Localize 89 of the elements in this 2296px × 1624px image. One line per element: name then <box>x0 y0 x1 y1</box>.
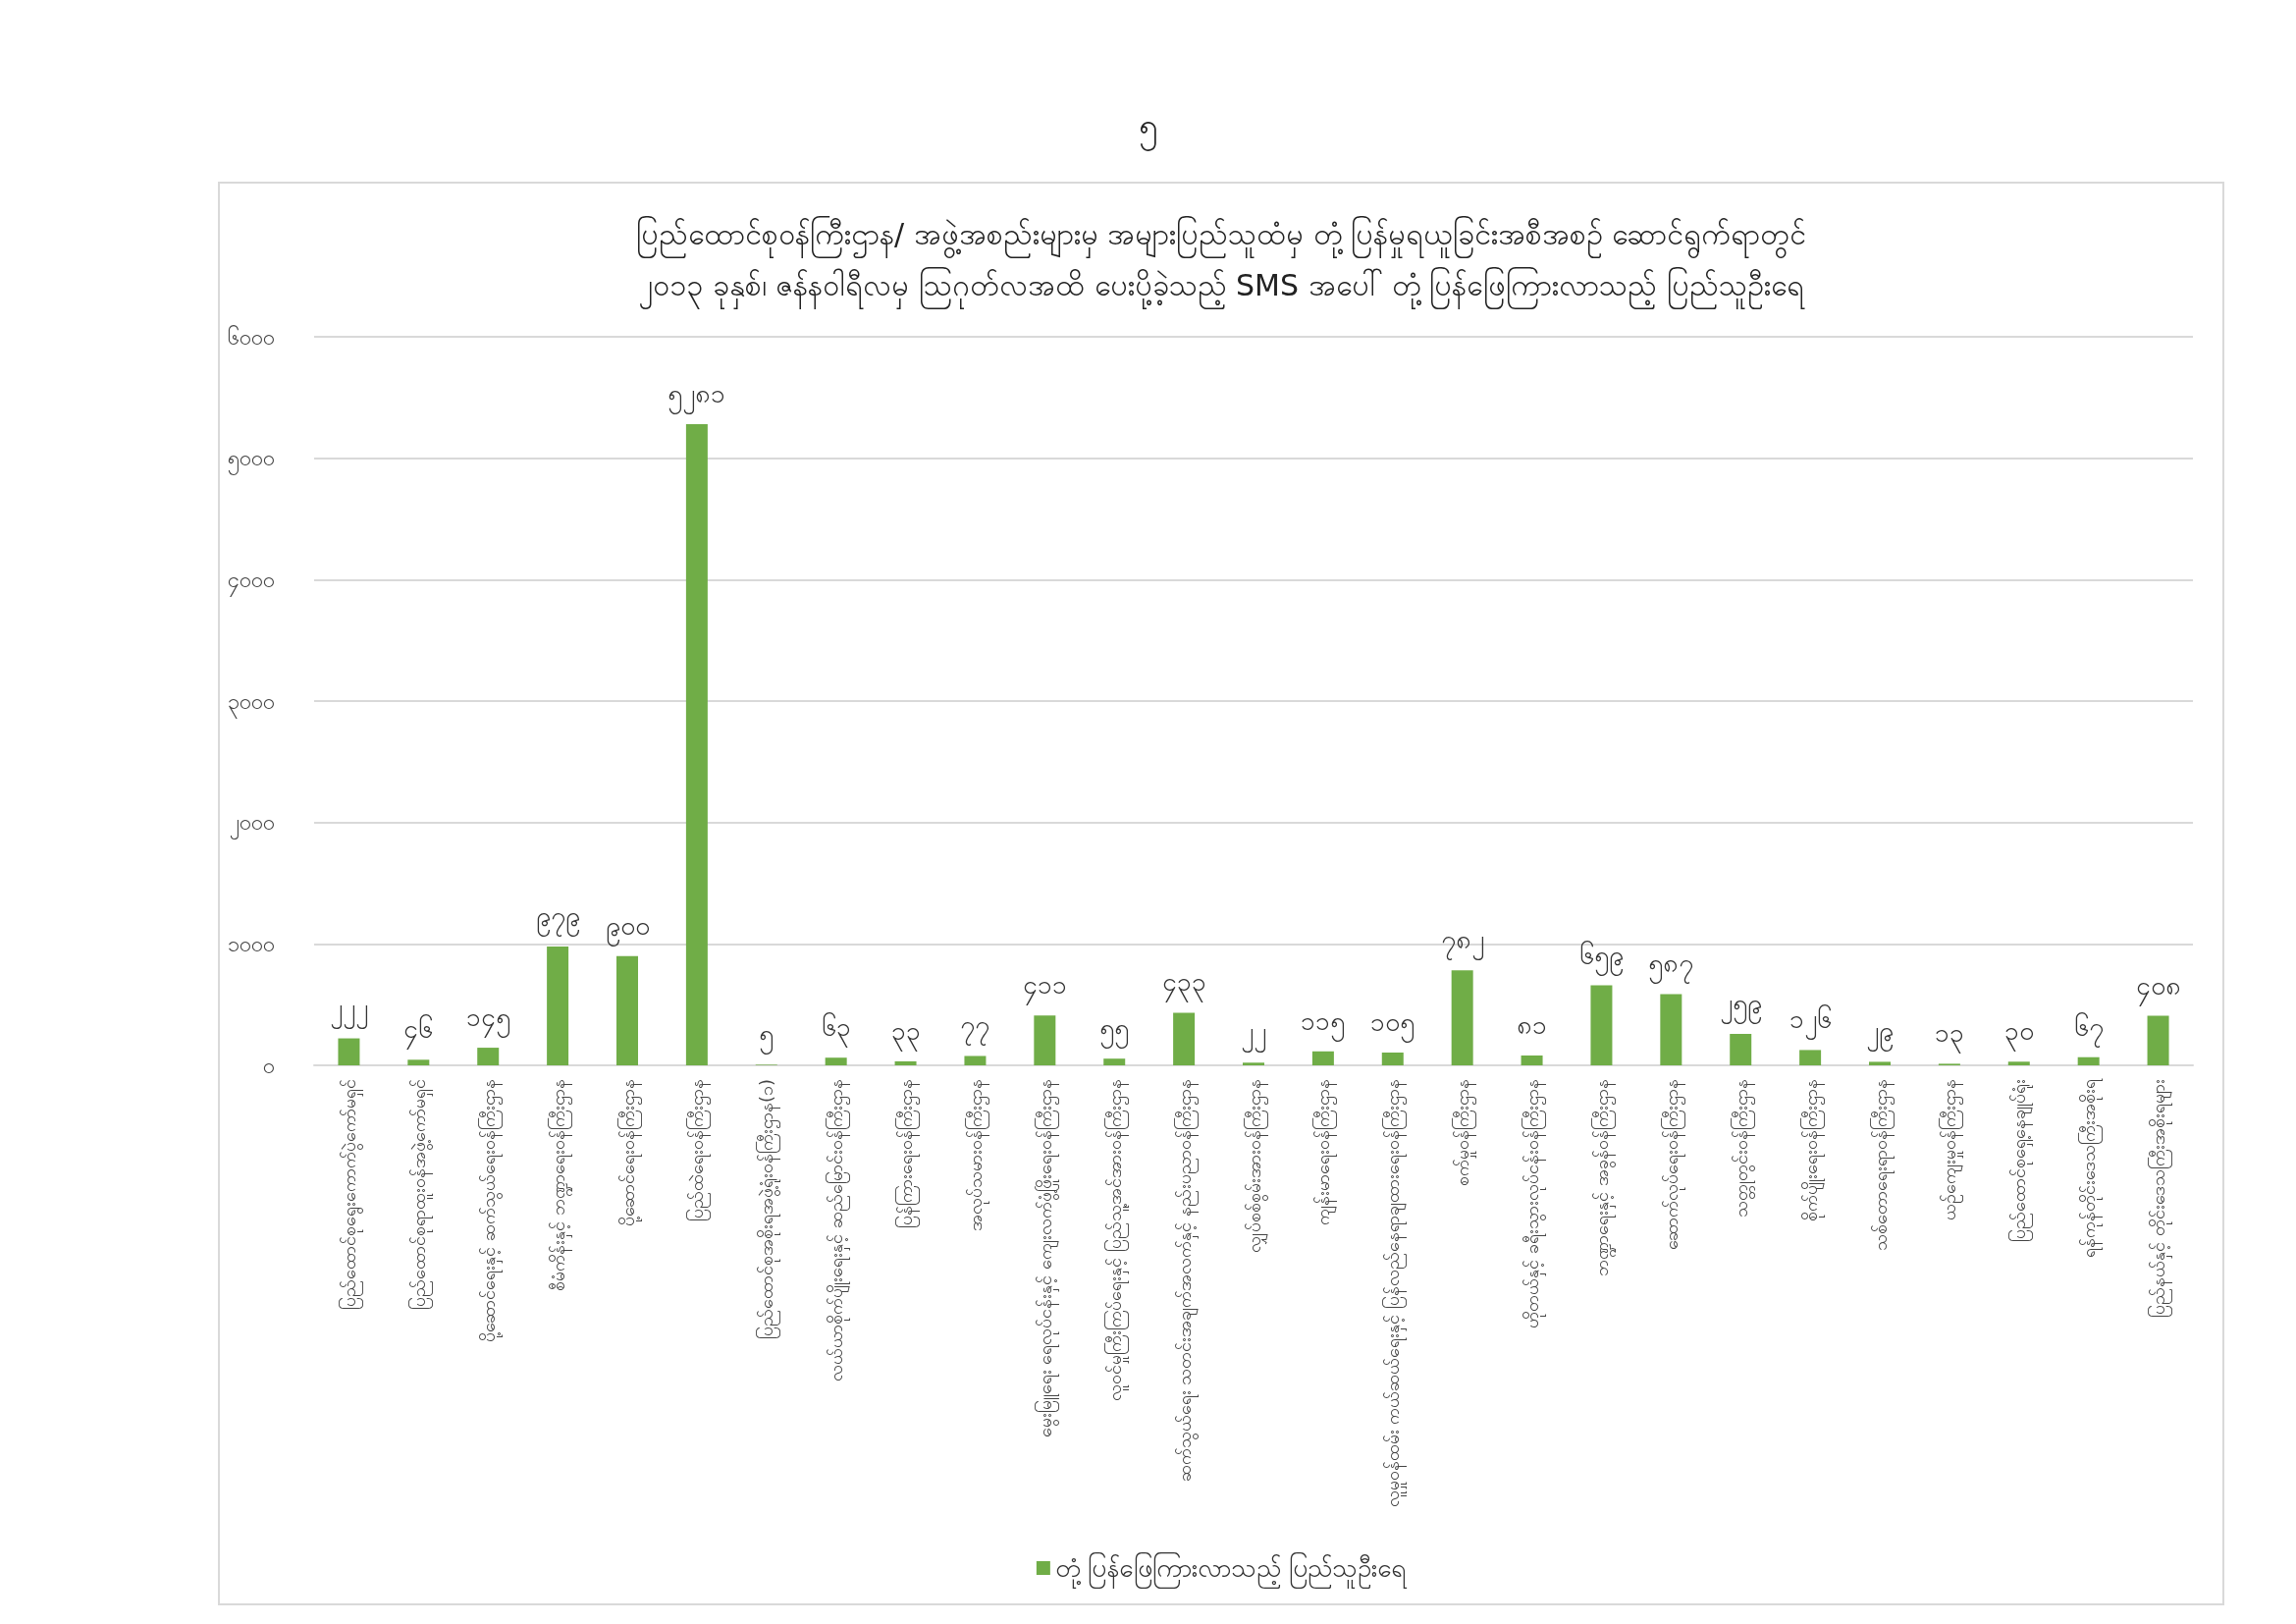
data-label: ၁၁၅ <box>1301 1005 1346 1042</box>
x-tick-label: ပြည်နယ်နှင့် တိုင်းဒေသကြီးအစိုးရများ <box>2148 1079 2173 1318</box>
y-tick-label: ၄၀၀၀ <box>228 567 275 597</box>
y-tick-label: ၃၀၀၀ <box>228 688 275 719</box>
data-label: ၃၃ <box>890 1015 921 1052</box>
data-label: ၄၆ <box>403 1013 434 1051</box>
legend-label: တုံ့ပြန်ဖြေကြားလာသည့် ပြည်သူဦးရေ <box>1054 1551 1409 1589</box>
y-tick-label: ၂၀၀၀ <box>230 810 275 840</box>
data-label: ၆၇ <box>2073 1010 2104 1048</box>
data-label: ၇၇ <box>960 1010 990 1047</box>
x-tick-label: စိုက်ပျိုးရေးဝန်ကြီးဌာန <box>1799 1079 1825 1221</box>
chart-title: ပြည်ထောင်စုဝန်ကြီးဌာန/ အဖွဲ့အစည်းများမှ အများပြည်သူထံမှ တုံ့ပြန်မှုရယူခြင်းအစီအစဉ် ဆောင်ရွက်ရာတွင် ၂၀၁၃ ခုနှစ်၊ ဇန်နဝါရီလမှ သြဂုတ်လအထိ ပေးပို့ခဲ့သည့် SMS အပေါ် တုံ့ပြန်ဖြေကြားလာသည့် ပြည်သူဦးရေ <box>635 215 1807 309</box>
x-tick-label: အလုပ်သမားဝန်ကြီးဌာန <box>964 1079 989 1231</box>
x-tick-label: ပို့ဆောင်ရေးဝန်ကြီးဌာန <box>616 1079 642 1226</box>
x-tick-label: စီမံကိန်းနှင့် ဘဏ္ဍာရေးဝန်ကြီးဌာန <box>547 1079 572 1291</box>
x-tick-label: ဆက်သွယ်ရေး သတင်းအချက်အလက်နှင့် နည်းပညာဝန်ကြီးဌာန <box>1173 1079 1199 1483</box>
data-label: ၁၂၆ <box>1789 1003 1832 1041</box>
x-tick-label: လယ်ယာစိုက်ပျိုးရေးနှင့် ဆည်မြောင်းဝန်ကြီးဌာန <box>826 1079 851 1381</box>
data-label: ၆၃ <box>821 1011 851 1049</box>
bar <box>1243 1062 1264 1065</box>
bar <box>1034 1015 1056 1065</box>
bar <box>1590 985 1613 1065</box>
bar <box>1451 970 1473 1065</box>
x-tick-label: သတ္တုတွင်းဝန်ကြီးဌာန <box>1730 1079 1755 1218</box>
x-tick-label: ပြန်ကြားရေးဝန်ကြီးဌာန <box>895 1079 921 1228</box>
data-label: ၂၂၂ <box>329 993 368 1029</box>
bar <box>1311 1051 1334 1065</box>
data-label: ၃၀ <box>2003 1016 2034 1053</box>
data-label: ၈၁ <box>1517 1009 1548 1040</box>
bar <box>1381 1053 1404 1065</box>
bar <box>407 1059 430 1065</box>
data-label: ၆၅၉ <box>1578 939 1624 976</box>
bar <box>477 1048 500 1065</box>
data-label: ၁၀၅ <box>1370 1007 1415 1044</box>
bar <box>547 946 569 1065</box>
x-tick-label: ယဉ်ကျေးမှုဝန်ကြီးဌာန <box>1939 1079 1964 1220</box>
data-label: ၅၈၇ <box>1648 948 1694 985</box>
x-tick-label: လျှပ်စစ်စွမ်းအားဝန်ကြီးဌာန <box>1243 1079 1268 1253</box>
x-tick-label: ပြည်ထဲရေးဝန်ကြီးဌာန <box>686 1079 712 1221</box>
x-tick-label: ကျန်းမာရေးဝန်ကြီးဌာန <box>1312 1079 1338 1225</box>
x-tick-label: မွေးမြူရေး ရေလုပ်ငန်းနှင့် ကျေးလက်ဖွံ့ဖြိုးရေးဝန်ကြီးဌာန <box>1034 1079 1059 1438</box>
y-tick-label: ၅၀၀၀ <box>228 446 275 476</box>
data-label: ၅၂၈၁ <box>667 378 726 414</box>
bar <box>1730 1033 1752 1065</box>
data-label: ၅ <box>759 1019 774 1056</box>
bar <box>1660 994 1682 1065</box>
x-tick-label: ရန်ကုန်တိုင်းဒေသကြီးအစိုးရ <box>2078 1078 2104 1258</box>
x-tick-label: ပြည်ထောင်စုရှေ့နေချုပ်ရုံး <box>2008 1079 2034 1242</box>
bar <box>616 955 638 1065</box>
x-tick-label: ပြည်ထောင်စုအစိုးရအဖွဲ့ရုံးဝန်ကြီးဌာန(၁) <box>756 1079 781 1340</box>
x-tick-label: စက်မှုဝန်ကြီးဌာန <box>1452 1079 1477 1186</box>
data-label: ၉၀၀ <box>605 910 650 947</box>
x-tick-label: လူဝင်မှုကြီးကြပ်ရေးနှင့် ပြည်သူ့အင်အားဝန်ကြီးဌာန <box>1103 1079 1129 1401</box>
data-label: ၄၁၁ <box>1022 970 1067 1006</box>
y-tick-label: ၁၀၀၀ <box>228 931 275 956</box>
x-tick-label: ပြည်ထောင်စုရွေးကောက်ပွဲကော်မရှင် <box>338 1079 363 1310</box>
data-label: ၂၅၉ <box>1719 988 1762 1024</box>
bar <box>2147 1015 2169 1065</box>
bar <box>1869 1061 1891 1065</box>
data-label: ၅၅ <box>1099 1013 1130 1050</box>
bar <box>338 1038 360 1065</box>
x-tick-label: ပြည်ထောင်စုရာထူးဝန်အဖွဲ့ကော်မရှင် <box>407 1079 433 1310</box>
bar <box>685 423 708 1065</box>
bar <box>964 1056 987 1065</box>
x-tick-label: ဆောက်လုပ်ရေးဝန်ကြီးဌာန <box>1660 1079 1685 1250</box>
x-tick-label: ဟိုတယ်နှင့် ခရီးသွားလုပ်ငန်းဝန်ကြီးဌာန <box>1522 1079 1547 1328</box>
bar <box>2077 1056 2100 1065</box>
x-tick-label: ပို့ဆောင်ရေးနှင့် ဆက်သွယ်ရေးဝန်ကြီးဌာန <box>477 1079 503 1342</box>
x-tick-label: ဘဏ္ဍာရေးနှင့် အခွန်ဝန်ကြီးဌာန <box>1590 1079 1616 1276</box>
data-label: ၂၂ <box>1241 1017 1266 1054</box>
data-label: ၉၇၉ <box>535 900 580 937</box>
data-label: ၁၄၅ <box>465 1002 510 1039</box>
data-label: ၇၈၂ <box>1440 925 1484 961</box>
text: ၅ <box>1137 104 1159 153</box>
bar <box>894 1060 917 1065</box>
data-label: ၄၀၈ <box>2135 970 2181 1006</box>
bar <box>1103 1058 1126 1065</box>
x-tick-label: လူမှုဝန်ထမ်း ကယ်ဆယ်ရေးနှင့် ပြန်လည်နေရာချထားရေးဝန်ကြီးဌာန <box>1382 1079 1408 1508</box>
y-tick-label: ၀ <box>263 1053 275 1078</box>
bar <box>1521 1055 1543 1065</box>
y-tick-label: ၆၀၀၀ <box>228 324 275 350</box>
data-label: ၁၃ <box>1934 1018 1964 1055</box>
data-label: ၄၃၃ <box>1161 967 1206 1003</box>
bar <box>825 1057 847 1065</box>
bar <box>2007 1061 2030 1065</box>
data-label: ၂၉ <box>1866 1016 1894 1053</box>
bar <box>1799 1050 1822 1065</box>
x-tick-label: သစ်တောရေးရာဝန်ကြီးဌာန <box>1869 1079 1895 1251</box>
bar <box>1173 1012 1196 1065</box>
